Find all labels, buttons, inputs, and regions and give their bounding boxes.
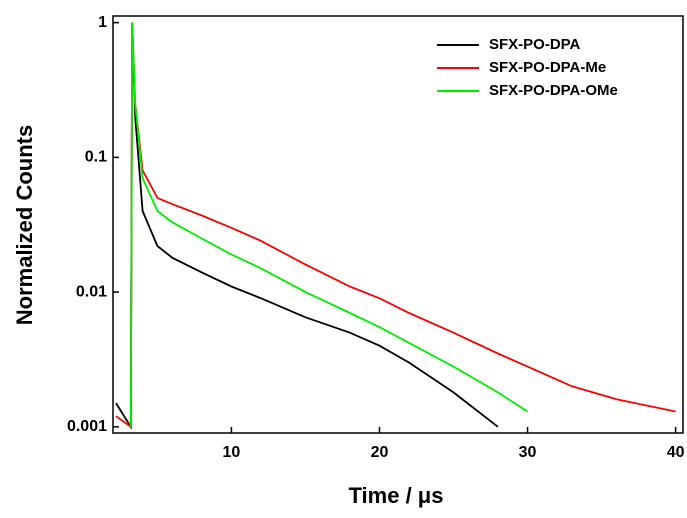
y-tick-label: 0.001: [67, 418, 107, 435]
x-tick-label: 20: [371, 444, 389, 461]
x-tick-label: 30: [519, 444, 537, 461]
legend-label: SFX-PO-DPA: [489, 36, 581, 53]
y-axis-label: Normalized Counts: [12, 125, 37, 325]
y-tick-label: 0.01: [76, 283, 107, 300]
data-line: [115, 22, 499, 430]
y-tick-label: 0.1: [85, 149, 107, 166]
x-axis-label: Time / μs: [349, 483, 444, 508]
x-tick-label: 10: [223, 444, 241, 461]
x-tick-label: 40: [667, 444, 685, 461]
legend-label: SFX-PO-DPA-OMe: [489, 82, 618, 99]
plot-frame: [112, 15, 684, 434]
data-line: [129, 22, 528, 427]
legend-label: SFX-PO-DPA-Me: [489, 59, 606, 76]
y-tick-label: 1: [98, 14, 107, 31]
